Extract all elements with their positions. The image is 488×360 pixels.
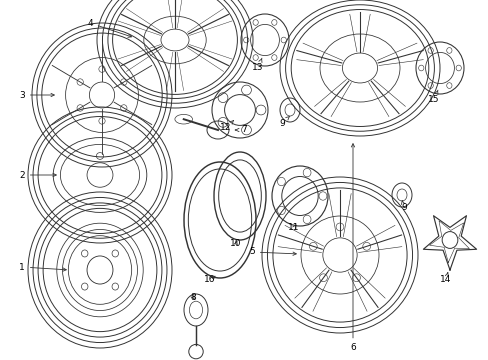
Text: 1: 1 — [19, 262, 66, 271]
Text: 4: 4 — [87, 18, 131, 37]
Text: 2: 2 — [19, 171, 56, 180]
Text: 9: 9 — [400, 201, 406, 212]
Text: 10: 10 — [230, 239, 241, 248]
Text: 7: 7 — [235, 126, 246, 135]
Text: 5: 5 — [248, 248, 296, 256]
Text: 13: 13 — [252, 58, 263, 72]
Text: 6: 6 — [349, 144, 355, 352]
Text: 3: 3 — [19, 90, 54, 99]
Text: 8: 8 — [190, 292, 196, 302]
Text: 16: 16 — [204, 275, 215, 284]
Text: 12: 12 — [220, 121, 233, 132]
Text: 14: 14 — [439, 273, 451, 284]
Text: 9: 9 — [279, 116, 289, 127]
Text: 15: 15 — [427, 90, 439, 104]
Text: 11: 11 — [287, 224, 299, 233]
